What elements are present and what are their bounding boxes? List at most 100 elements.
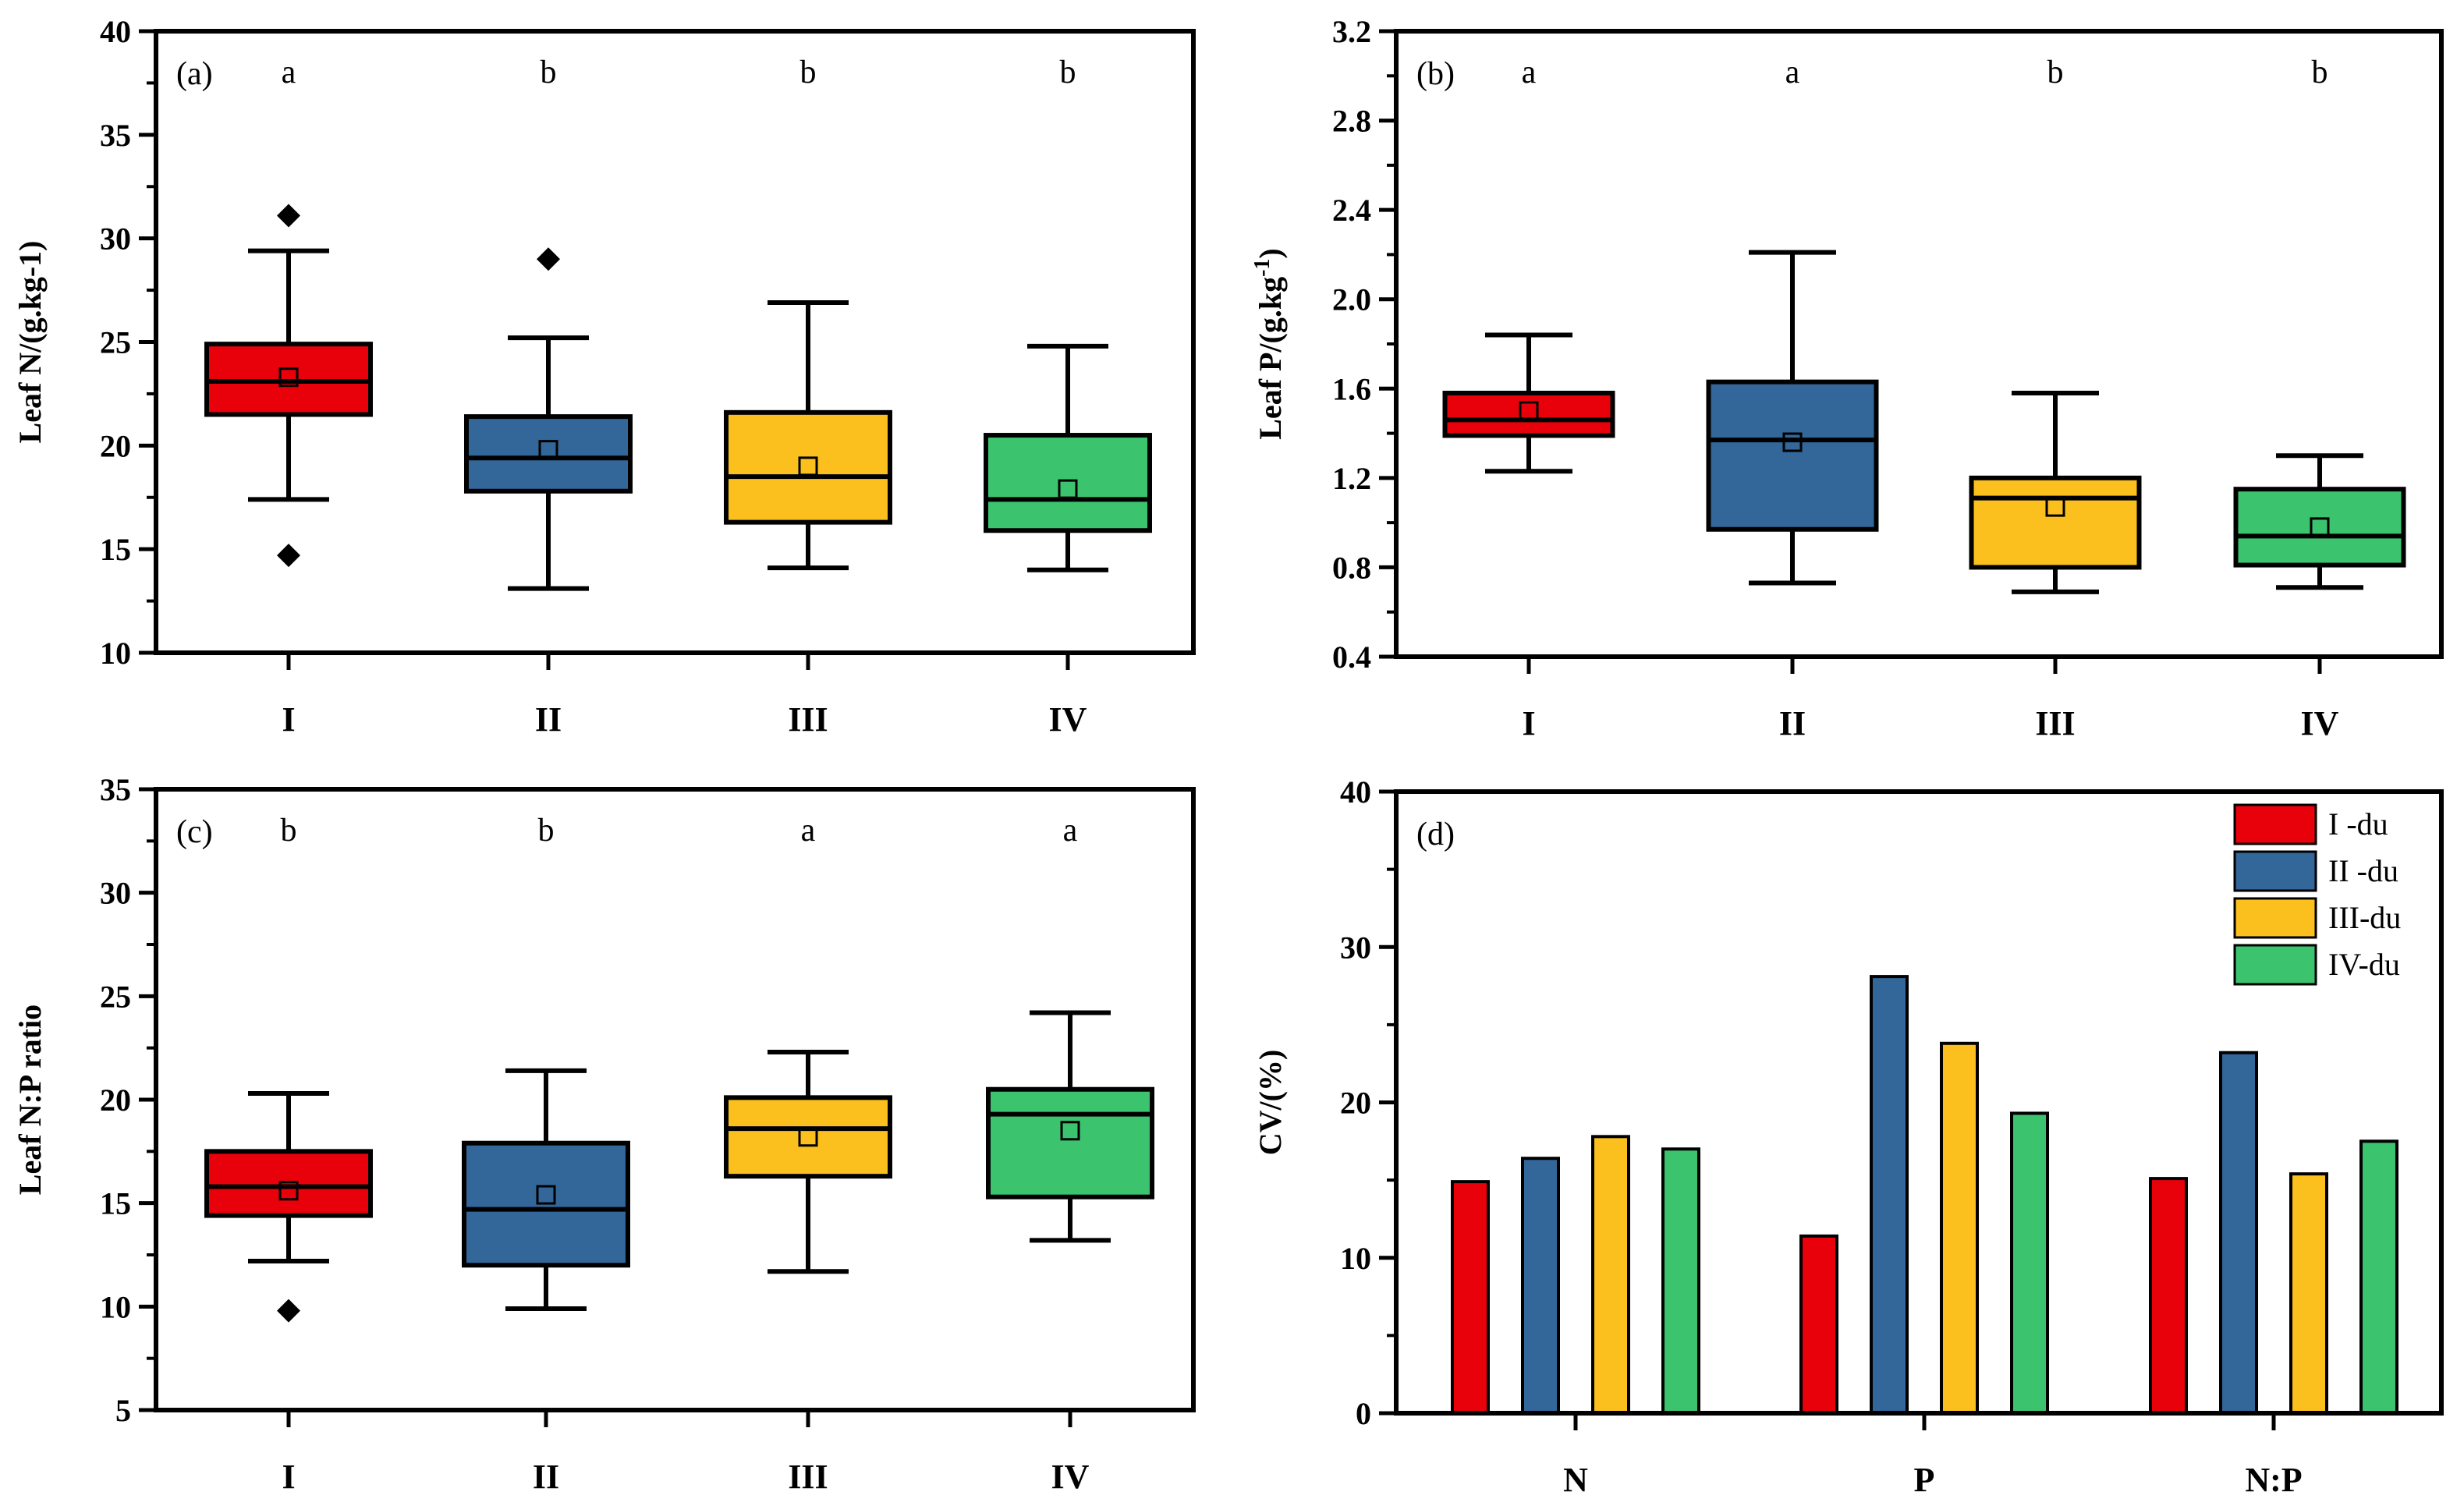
panel-b-y-axis-label: Leaf P/(g.kg-1) — [1250, 248, 1289, 440]
panel-a-significance-letter: a — [282, 55, 296, 90]
panel-d-label: (d) — [1416, 817, 1455, 852]
panel-b-ytick-label: 3.2 — [1332, 14, 1371, 49]
panel-d-bar — [1521, 1157, 1560, 1415]
panel-a-ytick-label: 20 — [100, 428, 131, 463]
panel-b-label: (b) — [1416, 56, 1455, 92]
panel-a-category-label: III — [788, 700, 828, 739]
panel-b-ytick-label: 2.8 — [1332, 104, 1371, 139]
panel-b-ytick-label: 1.6 — [1332, 371, 1371, 406]
panel-b-box — [1969, 475, 2142, 570]
panel-c-significance-letter: a — [1063, 813, 1078, 849]
panel-a-box — [984, 433, 1152, 533]
panel-a-box — [724, 409, 892, 525]
panel-a-outlier-marker — [537, 247, 560, 271]
panel-b-ytick-label: 0.8 — [1332, 550, 1371, 585]
panel-a-category-label: IV — [1049, 700, 1087, 739]
panel-a-y-axis-label: Leaf N/(g.kg-1) — [12, 241, 48, 444]
panel-c-ytick-label: 35 — [100, 772, 131, 807]
panel-a-significance-letter: b — [1060, 55, 1076, 90]
panel-d-legend-swatch — [2233, 897, 2317, 939]
panel-c-significance-letter: b — [538, 813, 555, 849]
panel-c-leaf-np-ratio: Leaf N:P ratio 5 10 15 20 25 30 35 (c) b Ib II a III a… — [12, 772, 1196, 1496]
panel-a-significance-letter: b — [800, 55, 817, 90]
panel-b-ytick-label: 0.4 — [1332, 640, 1371, 675]
panel-a-ytick-label: 40 — [100, 14, 131, 49]
panel-b-leaf-p: Leaf P/(g.kg-1) 0.4 0.8 1.2 1.6 2.0 2.4 2.8 3.2 (… — [1250, 14, 2444, 742]
panel-b-category-label: I — [1522, 704, 1535, 742]
panel-d-legend-label: IV-du — [2328, 947, 2400, 982]
panel-d-bar — [2219, 1051, 2258, 1415]
panel-c-ytick-label: 5 — [115, 1393, 131, 1428]
panel-d-legend-label: III-du — [2328, 900, 2401, 935]
panel-a-significance-letter: b — [541, 55, 557, 90]
panel-a-ytick-label: 30 — [100, 221, 131, 257]
panel-b-category-label: II — [1779, 704, 1806, 742]
panel-d-legend-swatch — [2233, 944, 2317, 986]
panel-d-cv-bars: CV/(%) 0 10 20 30 40 (d) N P N:P I -du II -du III-du… — [1253, 774, 2444, 1499]
panel-c-mean-marker — [1060, 1121, 1080, 1141]
panel-d-legend-swatch — [2233, 803, 2317, 845]
panel-c-ytick-label: 25 — [100, 979, 131, 1014]
panel-b-ytick-label: 2.0 — [1332, 282, 1371, 317]
panel-b-ytick-label: 2.4 — [1332, 193, 1371, 228]
panel-d-category-label: N — [1563, 1461, 1588, 1499]
panel-b-box — [1706, 379, 1879, 532]
panel-a-outlier-marker — [277, 204, 300, 228]
panel-c-box — [986, 1086, 1154, 1199]
panel-a-category-label: I — [282, 700, 295, 739]
panel-d-bar — [1661, 1147, 1700, 1416]
panel-c-category-label: II — [533, 1458, 559, 1496]
panel-b-category-label: IV — [2301, 704, 2339, 742]
panel-d-category-label: P — [1914, 1461, 1935, 1499]
panel-b-significance-letter: b — [2312, 55, 2328, 90]
panel-c-y-axis-label: Leaf N:P ratio — [12, 1005, 48, 1195]
panel-d-bar — [1591, 1135, 1630, 1415]
panel-c-mean-marker — [798, 1127, 818, 1147]
panel-a-leaf-n: Leaf N/(g.kg-1) 10 15 20 25 30 35 40 (a) a Ib II b II… — [12, 14, 1196, 739]
panel-c-category-label: IV — [1051, 1458, 1090, 1496]
panel-a-category-label: II — [535, 700, 562, 739]
panel-a-mean-marker — [278, 367, 299, 388]
panel-b-mean-marker — [2310, 517, 2330, 537]
panel-d-ytick-label: 40 — [1340, 774, 1371, 810]
panel-b-y-axis-label-end: ) — [1253, 248, 1288, 258]
panel-a-mean-marker — [1058, 479, 1078, 499]
panel-d-plot-frame — [1394, 789, 2444, 1416]
panel-c-mean-marker — [536, 1185, 556, 1205]
panel-a-mean-marker — [538, 440, 558, 460]
panel-d-ytick-label: 20 — [1340, 1086, 1371, 1121]
panel-a-outlier-marker — [277, 544, 300, 568]
panel-a-ytick-label: 25 — [100, 325, 131, 360]
panel-c-box — [724, 1095, 892, 1179]
panel-d-category-label: N:P — [2245, 1461, 2302, 1499]
panel-a-ytick-label: 10 — [100, 636, 131, 671]
panel-a-ytick-label: 15 — [100, 532, 131, 567]
panel-c-ytick-label: 10 — [100, 1289, 131, 1324]
panel-c-category-label: I — [282, 1458, 295, 1496]
panel-c-significance-letter: b — [281, 813, 297, 849]
panel-b-category-label: III — [2035, 704, 2075, 742]
panel-a-ytick-label: 35 — [100, 118, 131, 153]
panel-d-bar — [2149, 1177, 2188, 1415]
panel-d-legend-label: II -du — [2328, 853, 2398, 888]
panel-c-label: (c) — [176, 814, 213, 850]
panel-c-category-label: III — [788, 1458, 828, 1496]
panel-c-significance-letter: a — [801, 813, 816, 849]
panel-d-bar — [1870, 975, 1909, 1416]
panel-d-bar — [2359, 1139, 2398, 1415]
panel-b-plot-frame — [1394, 29, 2444, 659]
panel-d-legend-swatch — [2233, 850, 2317, 892]
panel-a-mean-marker — [798, 456, 818, 477]
panel-d-bar — [2010, 1111, 2049, 1415]
panel-d-ytick-label: 0 — [1356, 1396, 1371, 1431]
panel-d-bar — [1451, 1180, 1490, 1416]
panel-c-mean-marker — [278, 1181, 299, 1201]
panel-d-bar — [2289, 1172, 2328, 1416]
panel-b-ytick-label: 1.2 — [1332, 461, 1371, 496]
panel-d-y-axis-label: CV/(%) — [1253, 1050, 1288, 1156]
panel-b-y-axis-label-superscript: -1 — [1250, 259, 1275, 277]
panel-c-outlier-marker — [277, 1299, 300, 1323]
panel-a-plot-frame — [154, 29, 1196, 655]
panel-d-bar — [1940, 1041, 1979, 1416]
